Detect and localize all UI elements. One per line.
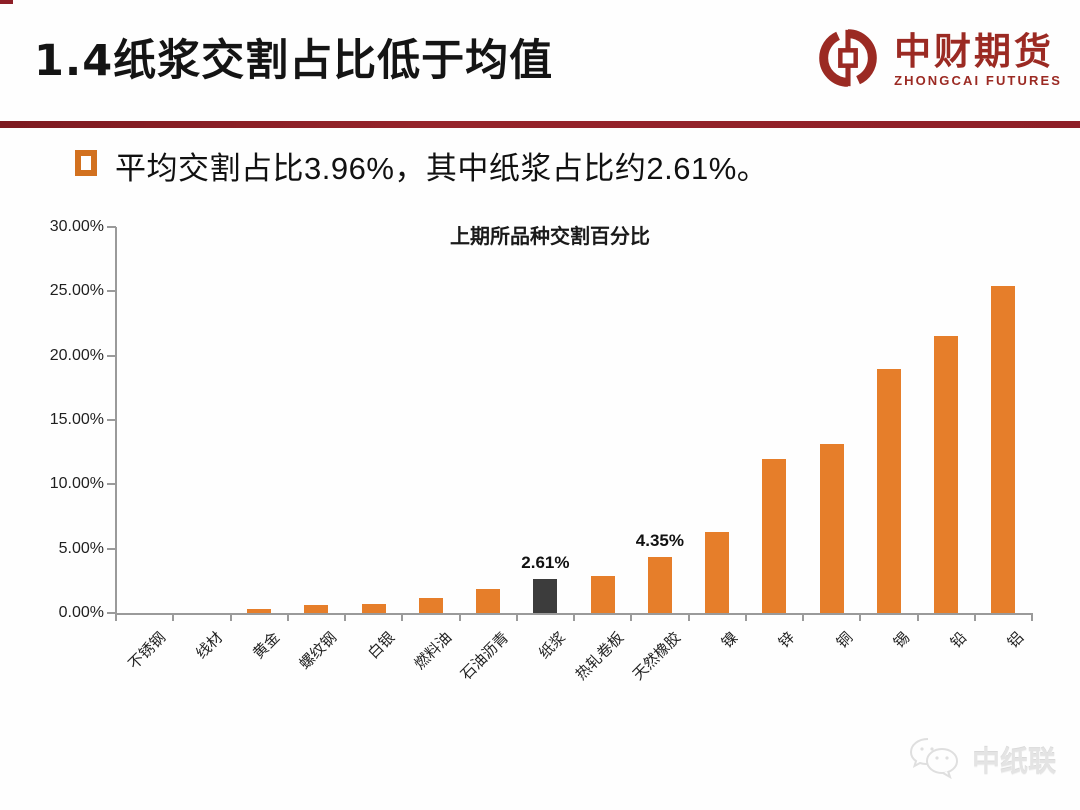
bar-热轧卷板 <box>590 575 615 613</box>
bar-螺纹钢 <box>304 605 329 613</box>
x-tick <box>401 613 404 621</box>
x-tick <box>744 613 747 621</box>
chart-plot-area: 0.00% 5.00% 10.00% 15.00% 20.00% 25.00% 30.00%… <box>0 200 1080 745</box>
x-tick <box>515 613 518 621</box>
bullet-square-icon <box>75 150 97 176</box>
logo-name-en: ZHONGCAI FUTURES <box>894 73 1062 89</box>
y-tick <box>107 612 116 614</box>
bar-铜 <box>819 444 844 613</box>
bar-镍 <box>705 531 730 613</box>
x-tick <box>458 613 461 621</box>
y-tick <box>107 483 116 486</box>
y-axis-tick-label: 20.00% <box>49 346 104 364</box>
x-tick <box>229 613 232 621</box>
delivery-percentage-bar-chart: 上期所品种交割百分比 0.00% 5.00% 10.00% 15.00% 20.00% 2… <box>0 200 1080 745</box>
bar-燃料油 <box>418 597 443 613</box>
page-title: 1.4纸浆交割占比低于均值 <box>34 36 554 86</box>
key-point: 平均交割占比3.96%，其中纸浆占比约2.61%。 <box>75 143 768 188</box>
bar-白银 <box>361 603 386 613</box>
y-axis-tick-label: 30.00% <box>49 218 104 235</box>
header-divider <box>0 121 1080 128</box>
bar-铝 <box>991 286 1016 613</box>
coin-emblem-icon <box>816 26 880 95</box>
bar-锡 <box>876 368 901 613</box>
wechat-icon <box>908 735 964 784</box>
x-tick <box>859 613 862 621</box>
y-tick <box>107 290 116 293</box>
y-axis-line <box>115 227 117 613</box>
y-axis-tick-label: 0.00% <box>58 604 104 621</box>
wechat-watermark: 中纸联 <box>908 735 1056 784</box>
x-tick <box>973 613 976 621</box>
y-axis-tick-label: 15.00% <box>49 411 104 428</box>
bar-纸浆 <box>533 579 558 613</box>
bar-黄金 <box>247 609 272 613</box>
x-tick <box>172 613 175 621</box>
logo-text: 中财期货 ZHONGCAI FUTURES <box>894 29 1062 89</box>
corner-accent-mark <box>0 0 13 4</box>
x-tick <box>573 613 575 621</box>
company-logo: 中财期货 ZHONGCAI FUTURES <box>816 26 1062 95</box>
y-axis-tick-label: 25.00% <box>49 282 104 300</box>
y-axis-tick-label: 5.00% <box>58 539 104 557</box>
bar-石油沥青 <box>476 588 501 613</box>
y-tick <box>107 354 116 357</box>
y-tick <box>107 226 116 228</box>
x-tick <box>1031 613 1033 621</box>
watermark-text: 中纸联 <box>971 745 1056 777</box>
x-tick <box>344 613 346 621</box>
x-tick <box>630 613 633 621</box>
bar-value-label: 4.35% <box>635 531 684 551</box>
y-tick <box>107 547 116 550</box>
logo-name-cn: 中财期货 <box>894 29 1055 73</box>
x-tick <box>286 613 289 621</box>
x-tick <box>802 613 804 621</box>
x-tick <box>687 613 690 621</box>
y-axis-tick-label: 10.00% <box>49 475 104 493</box>
bar-铅 <box>934 336 959 613</box>
x-tick <box>115 613 117 621</box>
bar-锌 <box>762 458 787 613</box>
key-point-text: 平均交割占比3.96%，其中纸浆占比约2.61%。 <box>115 151 769 186</box>
x-tick <box>916 613 919 621</box>
y-tick <box>107 419 116 421</box>
bar-value-label: 2.61% <box>521 553 570 573</box>
bar-天然橡胶 <box>647 557 672 613</box>
chart-title: 上期所品种交割百分比 <box>450 226 650 248</box>
